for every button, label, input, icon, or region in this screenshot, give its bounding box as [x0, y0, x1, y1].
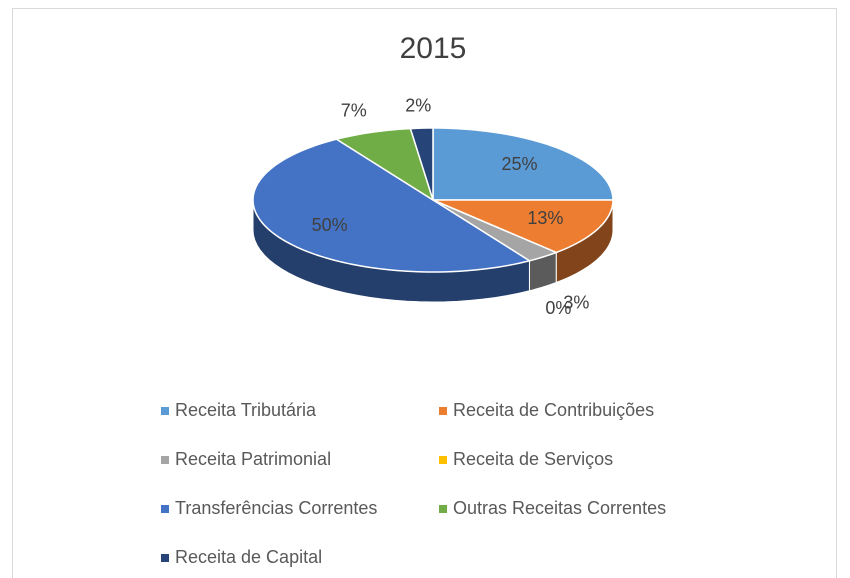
slice — [432, 127, 614, 201]
data-label: 2% — [405, 95, 431, 115]
slice — [409, 127, 434, 201]
legend-swatch — [439, 407, 447, 415]
legend-swatch — [161, 505, 169, 513]
legend-swatch — [439, 456, 447, 464]
slice — [432, 199, 559, 262]
slice — [432, 199, 614, 254]
legend-label: Receita de Contribuições — [453, 400, 654, 420]
legend-swatch — [161, 456, 169, 464]
legend-label: Outras Receitas Correntes — [453, 498, 666, 518]
chart-title: 2015 — [400, 32, 467, 65]
data-label: 7% — [341, 101, 367, 121]
legend-swatch — [161, 554, 169, 562]
data-label: 25% — [502, 154, 538, 174]
slice — [252, 138, 532, 273]
data-label: 0% — [545, 298, 571, 318]
legend-label: Receita de Capital — [175, 547, 322, 567]
data-label: 13% — [527, 208, 563, 228]
data-label: 50% — [312, 215, 348, 235]
legend-swatch — [439, 505, 447, 513]
legend-label: Receita de Serviços — [453, 449, 613, 469]
data-label: 3% — [563, 293, 589, 313]
legend-label: Receita Patrimonial — [175, 449, 331, 469]
legend-swatch — [161, 407, 169, 415]
legend-label: Receita Tributária — [175, 400, 317, 420]
slice — [334, 127, 435, 202]
legend-label: Transferências Correntes — [175, 498, 377, 518]
